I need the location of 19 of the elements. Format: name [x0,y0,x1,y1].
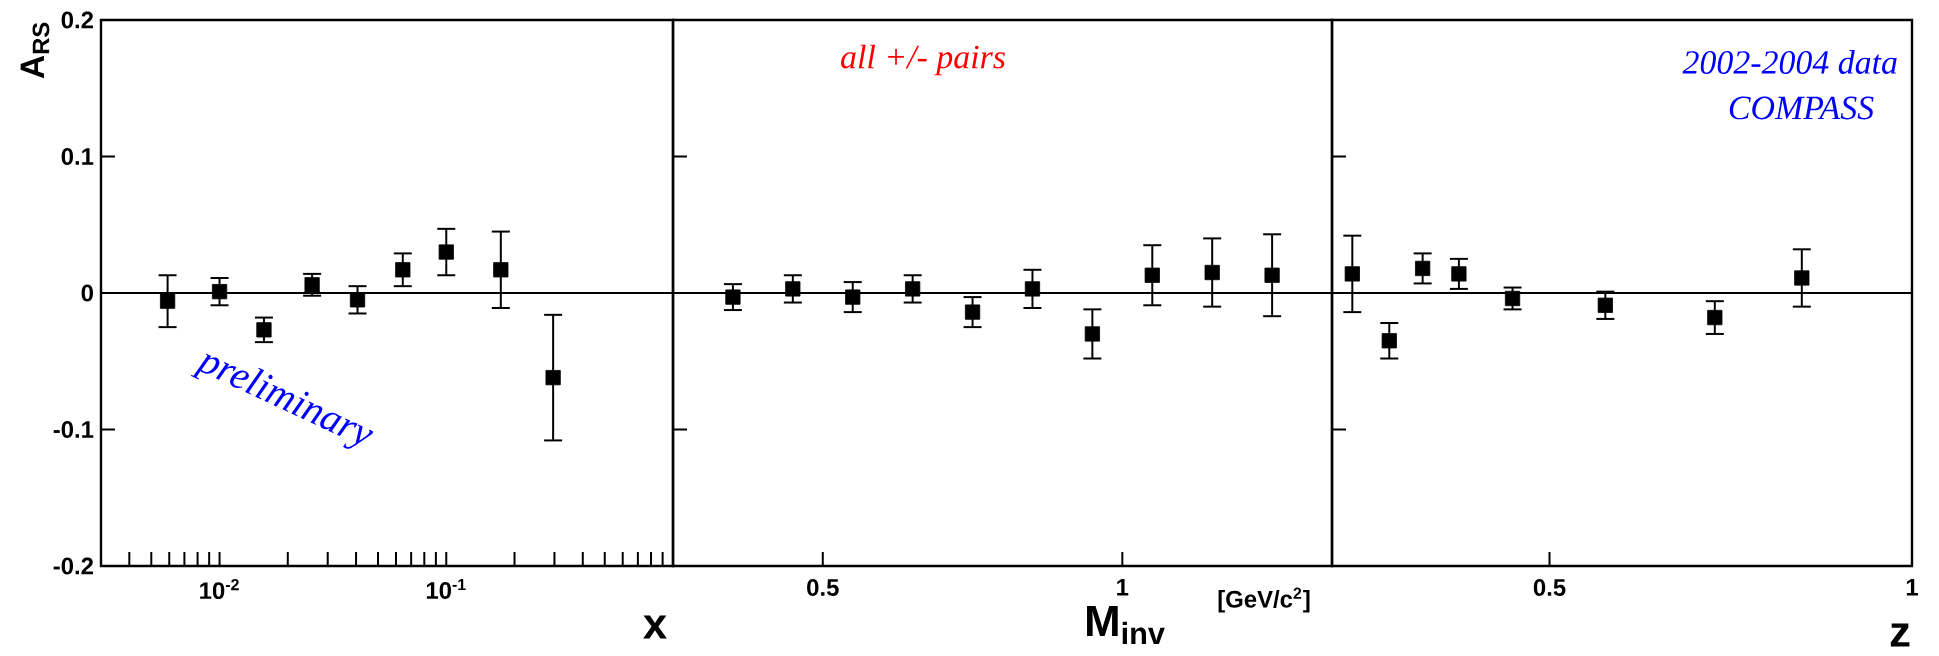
x-tick-label: 1 [1906,579,1918,596]
x-tick-label: 0.5 [1533,579,1566,596]
x-axis-title: z [1890,623,1910,647]
annotation: 2002-2004 data [1682,50,1897,74]
x-axis-title: x [643,615,667,639]
y-tick-label: 0.2 [61,11,93,29]
annotation: all +/- pairs [841,44,1005,76]
y-tick-label: -0.1 [53,421,94,438]
y-tick-label: -0.2 [53,557,93,575]
text: [GeV/c$^{2}$] [1218,587,1310,613]
x-tick-label: 1 [1117,579,1129,596]
y-axis-title: A$_{RS}$ [20,22,50,79]
y-tick-label: 0 [81,284,93,302]
annotation: COMPASS [1729,96,1874,120]
x-tick-label: 10$^{-1}$ [426,579,466,599]
x-axis-title: M$_{inv}$ [1087,605,1165,645]
x-tick-label: 10$^{-2}$ [200,579,239,600]
x-tick-label: 0.5 [807,579,839,596]
y-tick-label: 0.1 [61,148,94,165]
